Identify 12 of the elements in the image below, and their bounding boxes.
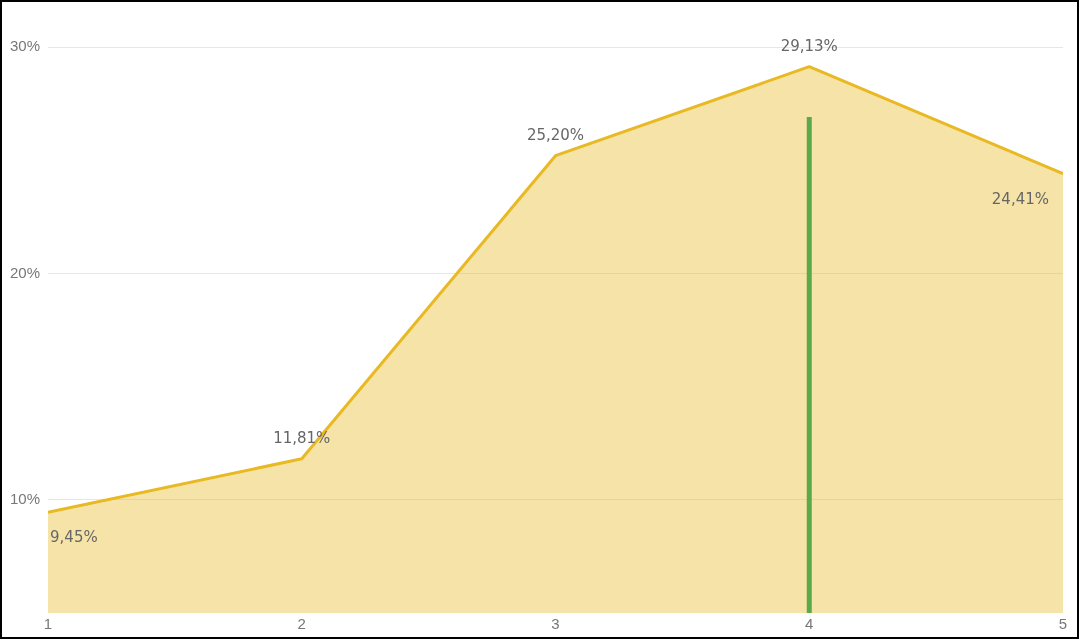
y-tick-label: 30% <box>9 37 41 55</box>
x-tick-label: 2 <box>297 615 306 633</box>
data-label: 9,45% <box>50 528 98 547</box>
x-tick-label: 5 <box>1058 615 1068 633</box>
data-label: 29,13% <box>780 36 838 55</box>
data-label: 25,20% <box>526 125 585 144</box>
y-tick-label: 20% <box>9 263 41 281</box>
data-label: 24,41% <box>991 189 1050 208</box>
x-tick-label: 3 <box>551 615 560 633</box>
y-tick-label: 10% <box>9 489 41 507</box>
x-tick-label: 4 <box>805 615 814 633</box>
x-tick-label: 1 <box>43 615 53 633</box>
